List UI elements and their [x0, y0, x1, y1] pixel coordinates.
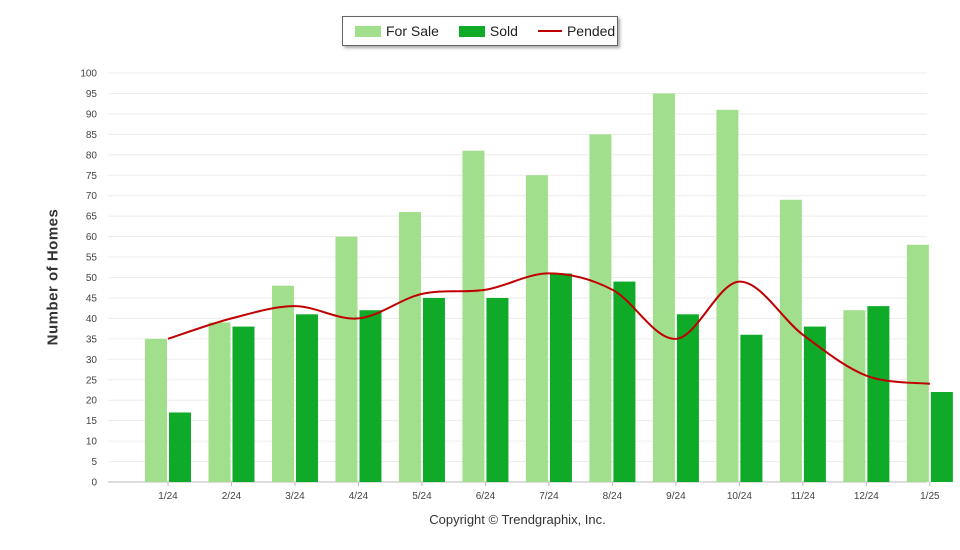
bar-for-sale: [589, 134, 612, 482]
bar-for-sale: [208, 322, 231, 482]
bar-sold: [549, 273, 572, 482]
y-tick-label: 30: [86, 355, 98, 366]
legend-label-for-sale: For Sale: [386, 23, 439, 39]
bar-sold: [169, 412, 191, 482]
y-tick-label: 5: [91, 457, 97, 468]
x-tick-label: 5/24: [412, 491, 432, 502]
y-tick-label: 50: [86, 273, 98, 284]
bar-for-sale: [843, 310, 866, 482]
bar-for-sale: [145, 338, 167, 482]
bar-sold: [422, 297, 445, 482]
y-tick-label: 15: [86, 416, 98, 427]
y-tick-label: 70: [86, 191, 98, 202]
bar-sold: [359, 310, 382, 482]
legend-item-sold: Sold: [458, 23, 518, 39]
x-tick-label: 8/24: [603, 491, 623, 502]
bar-for-sale: [335, 236, 358, 482]
y-axis-label: Number of Homes: [44, 208, 62, 346]
x-tick-label: 7/24: [539, 491, 559, 502]
y-tick-labels: 0 5 10 15 20 25 30 35 40 45 50 55 60 65 70 75 80 85 90 95 10…: [80, 69, 97, 489]
bar-for-sale: [525, 175, 548, 482]
bar-sold: [486, 297, 509, 482]
x-tick-labels: 1/24 2/24 3/24 4/24 5/24 6/24 7/24 8/24 9/24 10/2…: [158, 482, 940, 502]
y-tick-label: 10: [86, 437, 98, 448]
bar-for-sale: [462, 150, 485, 482]
pended-line: [167, 272, 930, 385]
copyright: Copyright © Trendgraphix, Inc.: [429, 512, 606, 527]
y-tick-label: 90: [86, 109, 98, 120]
bars: [145, 93, 953, 483]
legend-label-sold: Sold: [489, 23, 518, 39]
pended-swatch: [537, 30, 562, 32]
x-tick-label: 12/24: [854, 491, 879, 502]
y-tick-label: 55: [86, 253, 98, 264]
bar-sold: [803, 326, 826, 482]
bar-sold: [295, 314, 318, 482]
bar-for-sale: [906, 244, 929, 482]
y-tick-label: 60: [86, 232, 98, 243]
y-tick-label: 25: [86, 375, 98, 386]
y-tick-label: 85: [86, 130, 98, 141]
x-tick-label: 11/24: [791, 491, 816, 502]
y-tick-label: 40: [86, 314, 98, 325]
x-tick-label: 2/24: [222, 491, 242, 502]
y-tick-label: 75: [86, 171, 98, 182]
y-tick-label: 80: [86, 150, 98, 161]
y-tick-label: 45: [86, 293, 98, 304]
bar-sold: [867, 306, 890, 482]
bar-sold: [930, 392, 953, 482]
legend-label-pended: Pended: [566, 23, 616, 39]
bar-for-sale: [716, 109, 739, 482]
pended-line-group: [167, 272, 930, 385]
x-tick-label: 4/24: [349, 491, 369, 502]
legend: For Sale Sold Pended: [342, 16, 618, 46]
bar-for-sale: [271, 285, 294, 482]
sold-swatch: [458, 25, 485, 37]
bar-sold: [740, 334, 763, 482]
bar-for-sale: [779, 199, 802, 483]
y-tick-label: 0: [91, 478, 97, 489]
bar-for-sale: [652, 93, 675, 482]
legend-item-for-sale: For Sale: [355, 23, 439, 39]
legend-item-pended: Pended: [537, 23, 616, 39]
x-tick-label: 1/25: [920, 491, 940, 502]
y-tick-label: 95: [86, 89, 98, 100]
y-tick-label: 100: [80, 69, 97, 80]
x-tick-label: 10/24: [727, 491, 752, 502]
x-tick-label: 3/24: [285, 491, 305, 502]
x-tick-label: 6/24: [476, 491, 496, 502]
x-tick-label: 1/24: [158, 491, 178, 502]
y-tick-label: 65: [86, 212, 98, 223]
bar-sold: [232, 326, 255, 482]
bar-for-sale: [398, 212, 421, 482]
y-tick-label: 20: [86, 396, 98, 407]
x-tick-label: 9/24: [666, 491, 686, 502]
bar-sold: [613, 281, 636, 482]
bar-sold: [676, 314, 699, 482]
for-sale-swatch: [355, 25, 381, 37]
y-tick-label: 35: [86, 334, 98, 345]
